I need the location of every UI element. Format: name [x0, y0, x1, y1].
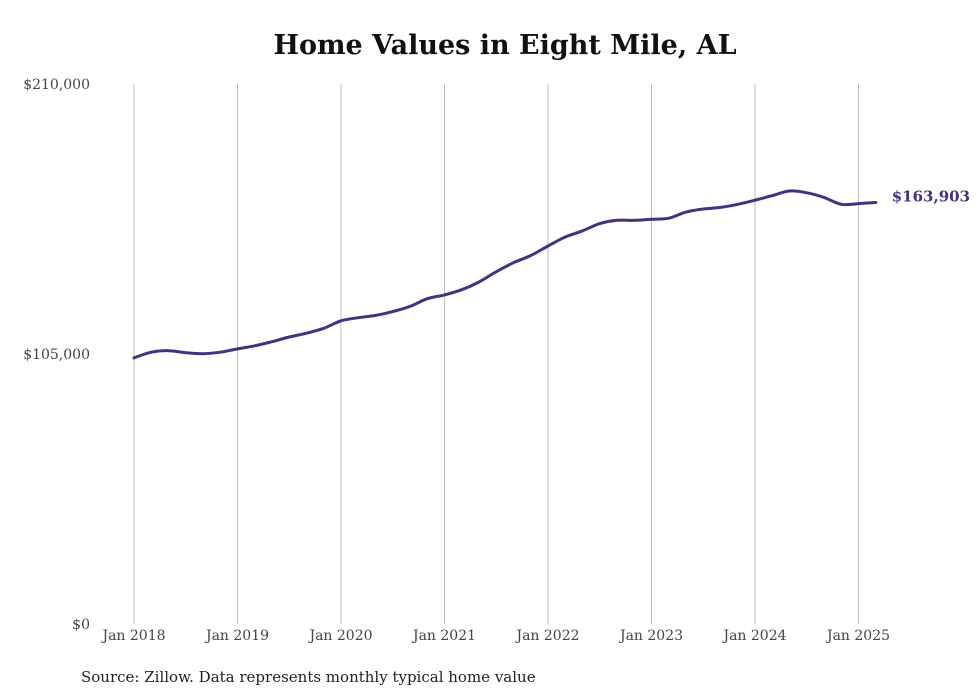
x-tick-label: Jan 2019 — [204, 628, 269, 644]
chart-title: Home Values in Eight Mile, AL — [273, 30, 737, 61]
y-axis-ticks: $0 $105,000 $210,000 — [23, 77, 90, 633]
x-tick-label: Jan 2025 — [825, 628, 890, 644]
source-note: Source: Zillow. Data represents monthly … — [81, 668, 536, 686]
end-value-label: $163,903 — [892, 188, 970, 206]
gridlines — [133, 84, 859, 624]
x-tick-label: Jan 2020 — [307, 628, 372, 644]
x-tick-label: Jan 2024 — [721, 628, 786, 644]
x-tick-label: Jan 2022 — [514, 628, 579, 644]
y-tick-label: $105,000 — [23, 347, 90, 363]
x-tick-label: Jan 2021 — [411, 628, 476, 644]
x-tick-label: Jan 2018 — [100, 628, 165, 644]
y-tick-label: $210,000 — [23, 77, 90, 93]
y-tick-label: $0 — [72, 617, 90, 633]
x-tick-label: Jan 2023 — [618, 628, 683, 644]
home-value-line — [132, 189, 878, 360]
x-axis-ticks: Jan 2018 Jan 2019 Jan 2020 Jan 2021 Jan 2022… — [100, 628, 890, 644]
